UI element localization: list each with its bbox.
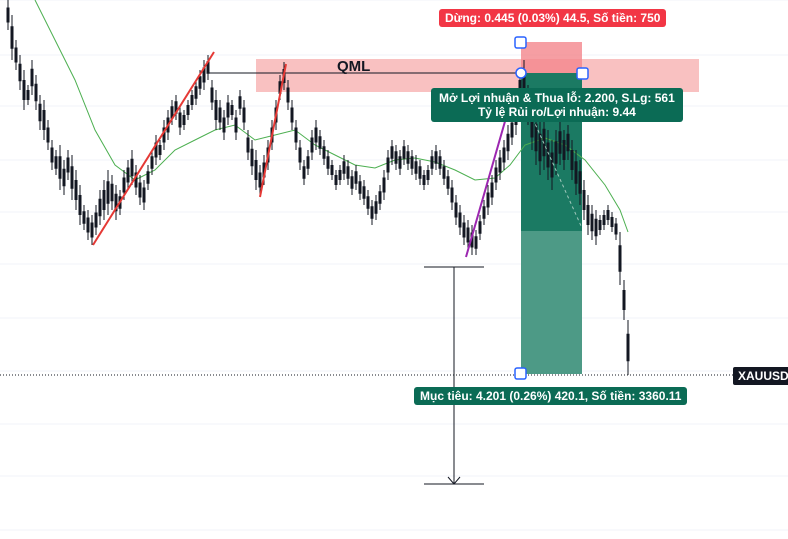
handle-entry[interactable] bbox=[515, 67, 527, 79]
price-range-measure[interactable] bbox=[424, 266, 484, 485]
target-dashed-line bbox=[527, 107, 583, 229]
symbol-price-label: XAUUSD bbox=[733, 367, 788, 385]
qml-label: QML bbox=[337, 58, 371, 75]
stop-loss-zone[interactable] bbox=[521, 42, 582, 73]
candlestick-series bbox=[6, 0, 630, 375]
handle-right[interactable] bbox=[576, 67, 589, 80]
handle-bottom[interactable] bbox=[514, 367, 527, 380]
target-label: Mục tiêu: 4.201 (0.26%) 420.1, Số tiền: … bbox=[414, 387, 688, 405]
pnl-line-1: Mở Lợi nhuận & Thua lỗ: 2.200, S.Lg: 561 bbox=[439, 91, 675, 105]
trendline-1[interactable] bbox=[92, 51, 215, 246]
stop-loss-label: Dừng: 0.445 (0.03%) 44.5, Số tiền: 750 bbox=[439, 9, 667, 27]
qml-zone-rectangle[interactable] bbox=[256, 59, 699, 92]
trendline-2[interactable] bbox=[259, 63, 287, 198]
trendline-3[interactable] bbox=[465, 103, 511, 258]
pnl-label: Mở Lợi nhuận & Thua lỗ: 2.200, S.Lg: 561… bbox=[431, 88, 683, 122]
handle-top[interactable] bbox=[514, 36, 527, 49]
moving-average-line bbox=[34, 0, 629, 233]
target-zone-lower[interactable] bbox=[521, 231, 582, 374]
pnl-line-2: Tỷ lệ Rủi ro/Lợi nhuận: 9.44 bbox=[477, 105, 636, 119]
